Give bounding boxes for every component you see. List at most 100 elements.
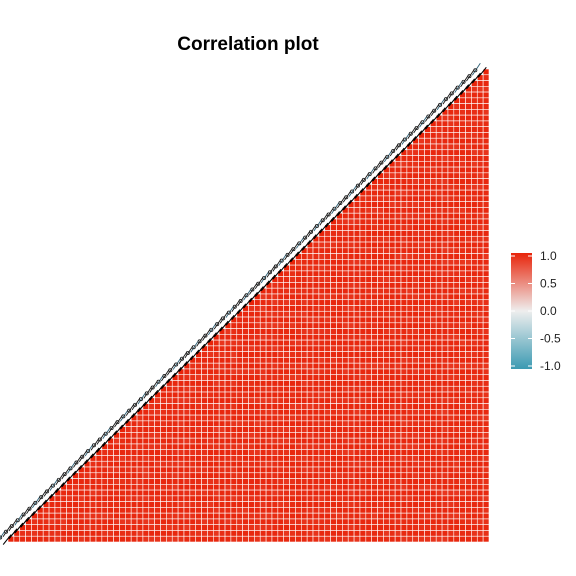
heatmap-cell [476, 224, 484, 231]
heatmap-cell [213, 524, 220, 531]
heatmap-cell [388, 172, 396, 179]
heatmap-cell [465, 207, 472, 214]
heatmap-cell [201, 530, 208, 537]
heatmap-cell [336, 518, 343, 525]
heatmap-cell [377, 437, 384, 445]
heatmap-cell [330, 224, 337, 231]
heatmap-cell [482, 501, 490, 508]
heatmap-cell [318, 259, 326, 266]
heatmap-cell [166, 403, 173, 410]
heatmap-cell [265, 299, 273, 306]
heatmap-cell [330, 426, 337, 433]
heatmap-cell [347, 224, 355, 231]
variable-label-mark [332, 206, 337, 211]
heatmap-cell [324, 524, 331, 531]
heatmap-cell [312, 460, 320, 468]
heatmap-cell [136, 432, 144, 439]
heatmap-cell [476, 414, 484, 422]
heatmap-cell [300, 484, 308, 491]
heatmap-cell [166, 455, 173, 462]
heatmap-cell [430, 247, 437, 254]
heatmap-cell [142, 478, 150, 485]
heatmap-cell [78, 518, 85, 525]
heatmap-cell [471, 184, 478, 191]
heatmap-cell [119, 535, 126, 543]
heatmap-cell [365, 397, 372, 404]
heatmap-cell [160, 530, 167, 537]
heatmap-cell [259, 334, 267, 341]
heatmap-cell [406, 495, 414, 502]
heatmap-cell [342, 409, 349, 416]
heatmap-cell [283, 472, 290, 479]
heatmap-cell [447, 235, 455, 243]
heatmap-cell [107, 518, 114, 525]
heatmap-cell [365, 357, 372, 364]
heatmap-cell [394, 357, 402, 364]
heatmap-cell [148, 489, 155, 497]
heatmap-cell [248, 362, 255, 370]
heatmap-cell [254, 518, 261, 525]
heatmap-cell [148, 507, 155, 514]
heatmap-cell [383, 259, 390, 266]
heatmap-cell [125, 432, 132, 439]
heatmap-cell [424, 270, 431, 277]
heatmap-cell [482, 212, 490, 220]
heatmap-cell [400, 241, 408, 249]
heatmap-cell [324, 409, 331, 416]
heatmap-cell [277, 397, 284, 404]
heatmap-cell [254, 345, 261, 352]
heatmap-cell [336, 437, 343, 445]
heatmap-cell [459, 241, 466, 249]
variable-label-mark [219, 320, 229, 332]
variable-label-mark [56, 477, 61, 482]
variable-label-mark [226, 310, 231, 315]
heatmap-cell [295, 472, 302, 479]
heatmap-cell [295, 305, 302, 312]
heatmap-cell [213, 391, 220, 399]
heatmap-cell [125, 460, 132, 468]
heatmap-cell [424, 484, 431, 491]
heatmap-cell [441, 351, 449, 358]
heatmap-cell [107, 507, 114, 514]
heatmap-cell [78, 530, 85, 537]
heatmap-cell [353, 224, 361, 231]
heatmap-cell [400, 414, 408, 422]
heatmap-cell [283, 535, 290, 543]
heatmap-cell [201, 420, 208, 427]
heatmap-cell [435, 253, 443, 260]
heatmap-cell [353, 270, 361, 277]
heatmap-cell [306, 276, 314, 283]
heatmap-cell [482, 149, 490, 156]
heatmap-cell [388, 339, 396, 347]
heatmap-cell [353, 524, 361, 531]
heatmap-cell [471, 109, 478, 116]
variable-label-mark [67, 470, 77, 482]
heatmap-cell [166, 426, 173, 433]
heatmap-cell [441, 495, 449, 502]
heatmap-cell [195, 391, 202, 399]
heatmap-cell [342, 518, 349, 525]
heatmap-cell [465, 362, 472, 370]
heatmap-cell [383, 322, 390, 329]
heatmap-cell [125, 495, 132, 502]
heatmap-cell [388, 224, 396, 231]
heatmap-cell [471, 391, 478, 399]
heatmap-cell [453, 299, 460, 306]
heatmap-cell [265, 380, 273, 387]
heatmap-cell [453, 316, 460, 324]
heatmap-cell [447, 437, 455, 445]
heatmap-cell [248, 310, 255, 318]
heatmap-cell [459, 345, 466, 352]
heatmap-cell [78, 535, 85, 543]
heatmap-cell [330, 235, 337, 243]
heatmap-cell [183, 512, 191, 520]
heatmap-cell [482, 316, 490, 324]
heatmap-cell [465, 195, 472, 202]
heatmap-cell [406, 259, 414, 266]
heatmap-cell [353, 316, 361, 324]
heatmap-cell [383, 380, 390, 387]
heatmap-cell [242, 501, 249, 508]
heatmap-cell [430, 339, 437, 347]
variable-label-mark [455, 85, 460, 90]
heatmap-cell [383, 235, 390, 243]
